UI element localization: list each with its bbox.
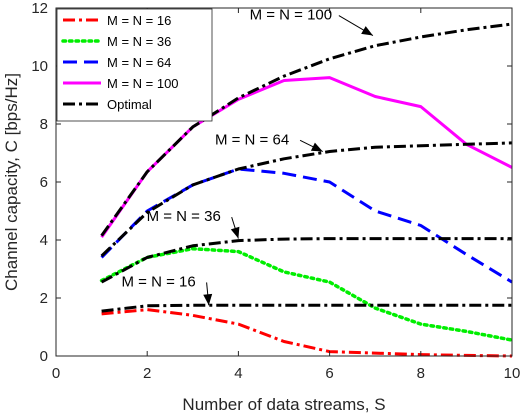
annotation-arrow-head (203, 293, 213, 306)
y-tick-label: 4 (40, 232, 48, 249)
legend: M = N = 16 M = N = 36 M = N = 64 M = N = 10… (56, 8, 213, 122)
y-axis-label: Channel capacity, C [bps/Hz] (2, 73, 21, 291)
y-axis: 0 2 4 6 8 10 12 (31, 0, 512, 365)
annotation-label: M = N = 100 (250, 7, 333, 24)
x-tick-label: 2 (143, 365, 151, 382)
series-line-7 (100, 22, 513, 237)
series-line-5 (100, 237, 512, 284)
annotation-layer: M = N = 100 M = N = 64 M = N = 36 M = N = 1… (121, 7, 374, 306)
y-tick-label: 2 (40, 290, 48, 307)
x-tick-label: 8 (417, 365, 425, 382)
x-axis: 0 2 4 6 8 10 (52, 8, 521, 382)
y-tick-label: 12 (31, 0, 48, 17)
legend-label: M = N = 64 (107, 55, 171, 70)
legend-label: M = N = 16 (107, 13, 171, 28)
x-tick-label: 0 (52, 365, 60, 382)
series-layer (99, 22, 514, 358)
annotation-arrow-head (230, 226, 240, 239)
x-tick-label: 4 (234, 365, 242, 382)
y-tick-label: 6 (40, 174, 48, 191)
annotation-label: M = N = 36 (147, 208, 221, 225)
legend-label: M = N = 100 (107, 76, 179, 91)
legend-label: M = N = 36 (107, 34, 171, 49)
x-tick-label: 10 (504, 365, 521, 382)
series-line-6 (100, 141, 513, 257)
y-tick-label: 0 (40, 348, 48, 365)
legend-box (56, 8, 213, 122)
x-tick-label: 6 (325, 365, 333, 382)
x-axis-label: Number of data streams, S (182, 395, 385, 414)
annotation-label: M = N = 64 (215, 131, 289, 148)
legend-label: Optimal (107, 97, 152, 112)
y-tick-label: 10 (31, 58, 48, 75)
y-tick-label: 8 (40, 116, 48, 133)
annotation-arrow-head (361, 26, 373, 36)
annotation-arrow-head (310, 142, 323, 152)
series-line-0 (101, 308, 513, 358)
annotation-label: M = N = 16 (121, 273, 195, 290)
